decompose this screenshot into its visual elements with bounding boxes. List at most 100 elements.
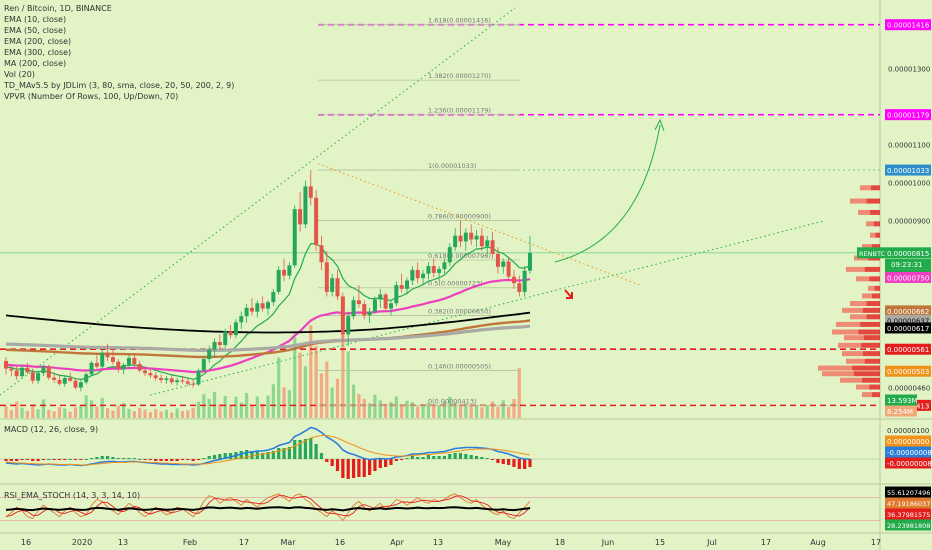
indicator-label[interactable]: EMA (300, close) (4, 48, 72, 57)
chart-legend: Ren / Bitcoin, 1D, BINANCE EMA (10, clos… (4, 3, 234, 102)
macd-histogram-bar (207, 456, 211, 459)
candle-body (212, 341, 217, 350)
macd-label[interactable]: MACD (12, 26, close, 9) (4, 425, 99, 434)
volume-bar (303, 366, 308, 418)
indicator-label[interactable]: TD_MAv5.5 by JDLim (3, 80, sma, close, 2… (4, 81, 235, 90)
macd-histogram-bar (357, 459, 361, 477)
volume-profile-bar (838, 342, 862, 348)
volume-profile-bar (846, 358, 865, 364)
volume-bar (170, 412, 174, 418)
macd-histogram-bar (89, 458, 94, 459)
volume-bar (180, 411, 185, 418)
candle-body (73, 380, 78, 388)
candle-body (266, 302, 270, 309)
volume-bar (95, 406, 99, 418)
volume-bar (234, 396, 238, 418)
volume-profile-bar (870, 209, 880, 215)
volume-profile-bar (852, 365, 880, 371)
candle-body (447, 247, 452, 263)
macd-histogram-bar (175, 459, 179, 461)
rsi-badge (885, 486, 931, 498)
volume-bar (207, 398, 211, 418)
volume-bar (400, 404, 404, 418)
macd-histogram-bar (416, 457, 420, 459)
macd-histogram-bar (84, 459, 88, 460)
volume-profile-bar (853, 371, 880, 377)
macd-histogram-bar (367, 459, 372, 475)
macd-histogram-bar (191, 459, 195, 461)
candle-body (110, 357, 115, 362)
macd-histogram-bar (373, 459, 377, 471)
indicator-label[interactable]: Vol (20) (4, 70, 35, 79)
macd-signal-line (5, 435, 531, 466)
candle-body (388, 303, 393, 309)
volume-bar (111, 410, 115, 418)
indicator-label[interactable]: VPVR (Number Of Rows, 100, Up/Down, 70) (4, 92, 179, 101)
volume-bar (47, 409, 51, 418)
macd-histogram-bar (186, 459, 190, 460)
macd-histogram-bar (490, 459, 495, 460)
volume-profile-bar (840, 377, 862, 383)
fib-label: 0.786(0.00000900) (428, 213, 491, 221)
indicator-label[interactable]: EMA (50, close) (4, 26, 67, 35)
candle-body (308, 186, 313, 198)
volume-bar (512, 398, 516, 418)
candle-body (495, 253, 500, 267)
price-badge (885, 343, 931, 355)
candle-body (458, 235, 463, 242)
volume-profile-bar (842, 307, 863, 313)
symbol-label[interactable]: Ren / Bitcoin, 1D, BINANCE (4, 4, 112, 13)
candle-body (180, 380, 185, 382)
candle-body (41, 366, 46, 374)
fib-label: 0.618(0.00000796) (428, 252, 491, 260)
fib-label: 0(0.00000413) (428, 397, 477, 405)
macd-histogram-bar (47, 459, 51, 460)
stoch-d-line (5, 495, 531, 518)
trend-line (0, 7, 516, 396)
macd-histogram-bar (159, 459, 163, 461)
candle-body (501, 261, 506, 267)
volume-bar (517, 368, 521, 418)
fib-label: 0.382(0.00000650) (428, 307, 491, 315)
price-badge-label: 0.00000750 (887, 274, 929, 282)
volume-profile-bar (858, 329, 880, 335)
indicator-label[interactable]: EMA (200, close) (4, 37, 72, 46)
macd-histogram-bar (309, 438, 313, 459)
macd-histogram-bar (15, 459, 19, 461)
candle-body (137, 364, 142, 371)
macd-histogram-bar (464, 454, 468, 459)
macd-histogram-bar (218, 454, 222, 459)
volume-bar (79, 405, 83, 418)
volume-bar (469, 406, 473, 418)
x-tick-label: Jun (601, 538, 615, 547)
volume-bar (116, 405, 120, 418)
x-tick-label: Jul (706, 538, 717, 547)
candle-body (485, 240, 490, 247)
macd-histogram-bar (341, 459, 345, 478)
rsi-label[interactable]: RSI_EMA_STOCH (14, 3, 3, 14, 10) (4, 491, 141, 500)
macd-histogram-bar (250, 451, 254, 459)
volume-profile-bar (858, 209, 871, 215)
macd-histogram-bar (20, 459, 24, 460)
candle-body (105, 352, 110, 358)
macd-histogram-bar (180, 459, 185, 460)
macd-histogram-bar (4, 459, 8, 461)
volume-bar (287, 390, 291, 418)
macd-histogram-bar (154, 459, 158, 461)
volume-bar (105, 408, 110, 418)
countdown-badge (885, 258, 931, 270)
candle-body (4, 360, 8, 369)
price-badge (885, 322, 931, 334)
candle-body (351, 300, 356, 317)
indicator-label[interactable]: MA (200, close) (4, 59, 67, 68)
indicator-label[interactable]: EMA (10, close) (4, 15, 67, 24)
macd-histogram-bar (68, 459, 72, 460)
macd-histogram-bar (303, 439, 308, 459)
macd-histogram-bar (95, 457, 99, 459)
volume-bar (223, 396, 227, 418)
macd-badge (885, 457, 931, 469)
price-badge-label: 0.00001033 (887, 167, 929, 175)
macd-histogram-bar (9, 459, 13, 461)
candle-body (479, 235, 484, 247)
